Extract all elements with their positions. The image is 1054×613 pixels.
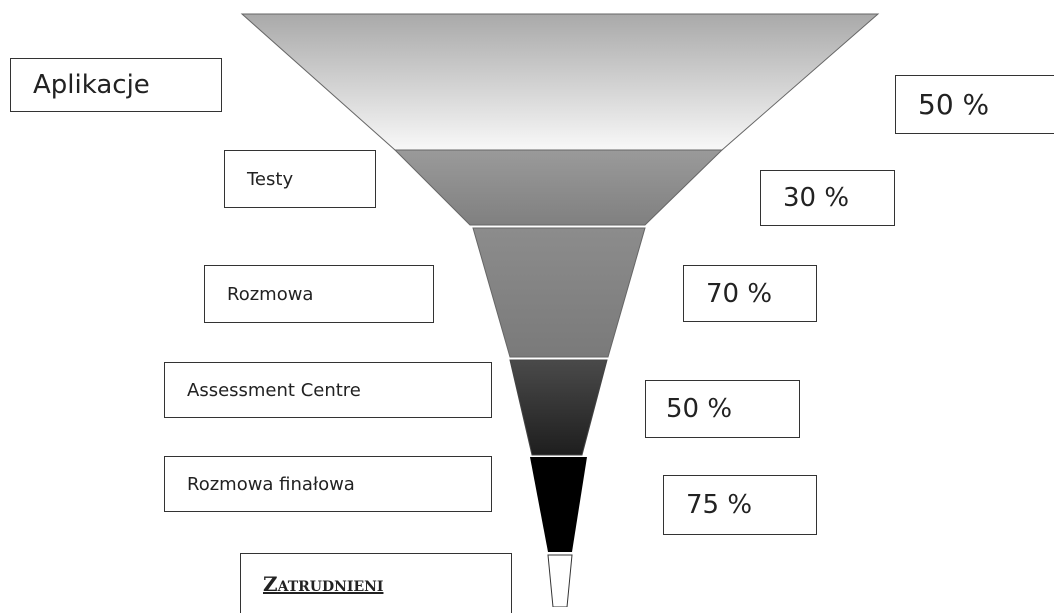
funnel-segment (547, 554, 573, 607)
stage-rate: 50 % (645, 380, 800, 438)
stage-rate: 50 % (895, 75, 1054, 134)
result-label: Zatrudnieni (240, 553, 512, 613)
funnel-segment (509, 359, 608, 456)
stage-rate: 30 % (760, 170, 895, 226)
stage-label: Assessment Centre (164, 362, 492, 418)
stage-rate: 70 % (683, 265, 817, 322)
funnel-segment (240, 13, 880, 151)
stage-label: Rozmowa (204, 265, 434, 323)
stage-label: Testy (224, 150, 376, 208)
funnel-segment (472, 227, 646, 358)
stage-label: Aplikacje (10, 58, 222, 112)
funnel-segment (530, 457, 587, 552)
stage-label: Rozmowa finałowa (164, 456, 492, 512)
funnel-segment (393, 149, 724, 226)
stage-rate: 75 % (663, 475, 817, 535)
